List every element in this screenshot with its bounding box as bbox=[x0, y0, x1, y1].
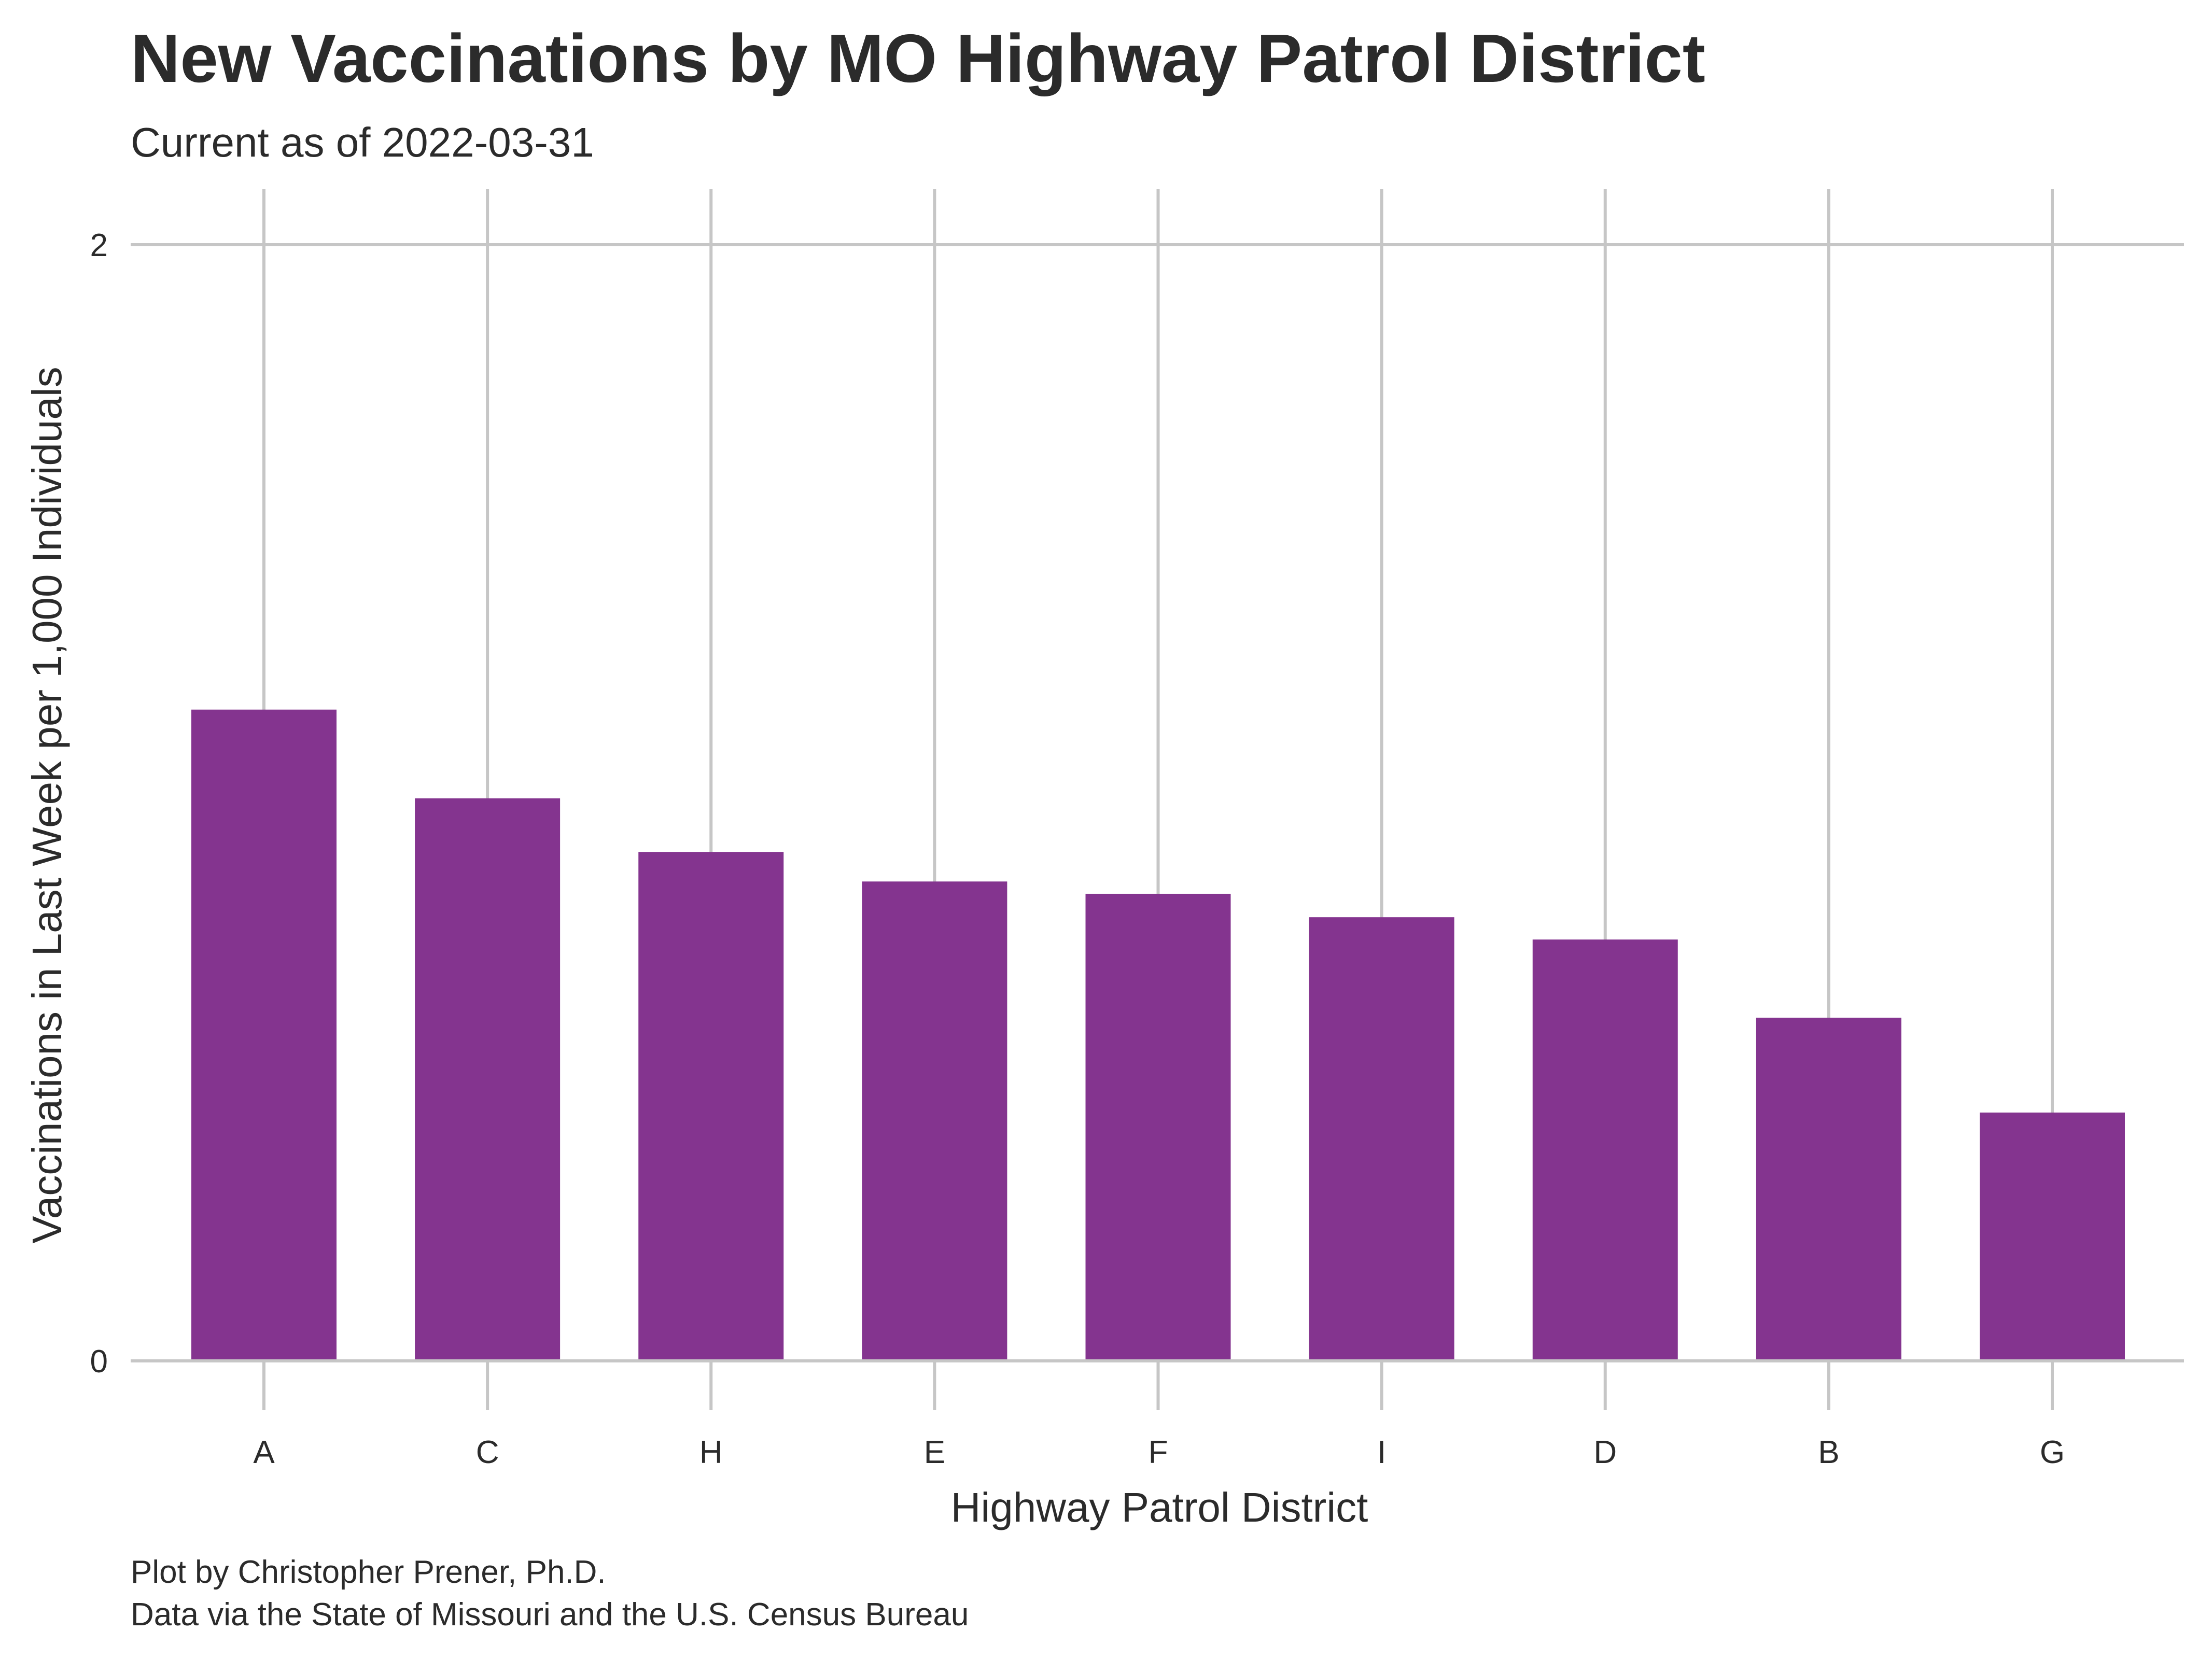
x-axis-title: Highway Patrol District bbox=[951, 1484, 1368, 1530]
x-tick-label-I: I bbox=[1377, 1435, 1386, 1470]
y-axis-title: Vaccinations in Last Week per 1,000 Indi… bbox=[24, 367, 70, 1243]
caption-line-2: Data via the State of Missouri and the U… bbox=[131, 1597, 969, 1633]
bar-D bbox=[1532, 939, 1678, 1361]
bar-H bbox=[638, 852, 784, 1361]
bar-G bbox=[1980, 1112, 2125, 1361]
bar-I bbox=[1309, 917, 1454, 1361]
bar-A bbox=[191, 709, 337, 1361]
x-tick-label-B: B bbox=[1818, 1435, 1839, 1470]
bar-E bbox=[862, 881, 1007, 1361]
x-tick-label-E: E bbox=[924, 1435, 945, 1470]
x-tick-label-D: D bbox=[1593, 1435, 1617, 1470]
bars bbox=[131, 709, 2184, 1362]
bar-C bbox=[415, 798, 561, 1361]
x-tick-label-F: F bbox=[1149, 1435, 1168, 1470]
x-tick-label-A: A bbox=[253, 1435, 275, 1470]
x-tick-label-G: G bbox=[2040, 1435, 2065, 1470]
bar-F bbox=[1085, 893, 1231, 1361]
y-axis-ticks: 02 bbox=[90, 228, 108, 1380]
chart-title: New Vaccinations by MO Highway Patrol Di… bbox=[131, 20, 1705, 96]
caption-line-1: Plot by Christopher Prener, Ph.D. bbox=[131, 1554, 606, 1590]
y-tick-label: 2 bbox=[90, 228, 108, 263]
x-tick-label-C: C bbox=[476, 1435, 499, 1470]
chart-subtitle: Current as of 2022-03-31 bbox=[131, 119, 594, 165]
x-tick-label-H: H bbox=[699, 1435, 723, 1470]
y-tick-label: 0 bbox=[90, 1344, 108, 1380]
bar-B bbox=[1756, 1017, 1901, 1361]
